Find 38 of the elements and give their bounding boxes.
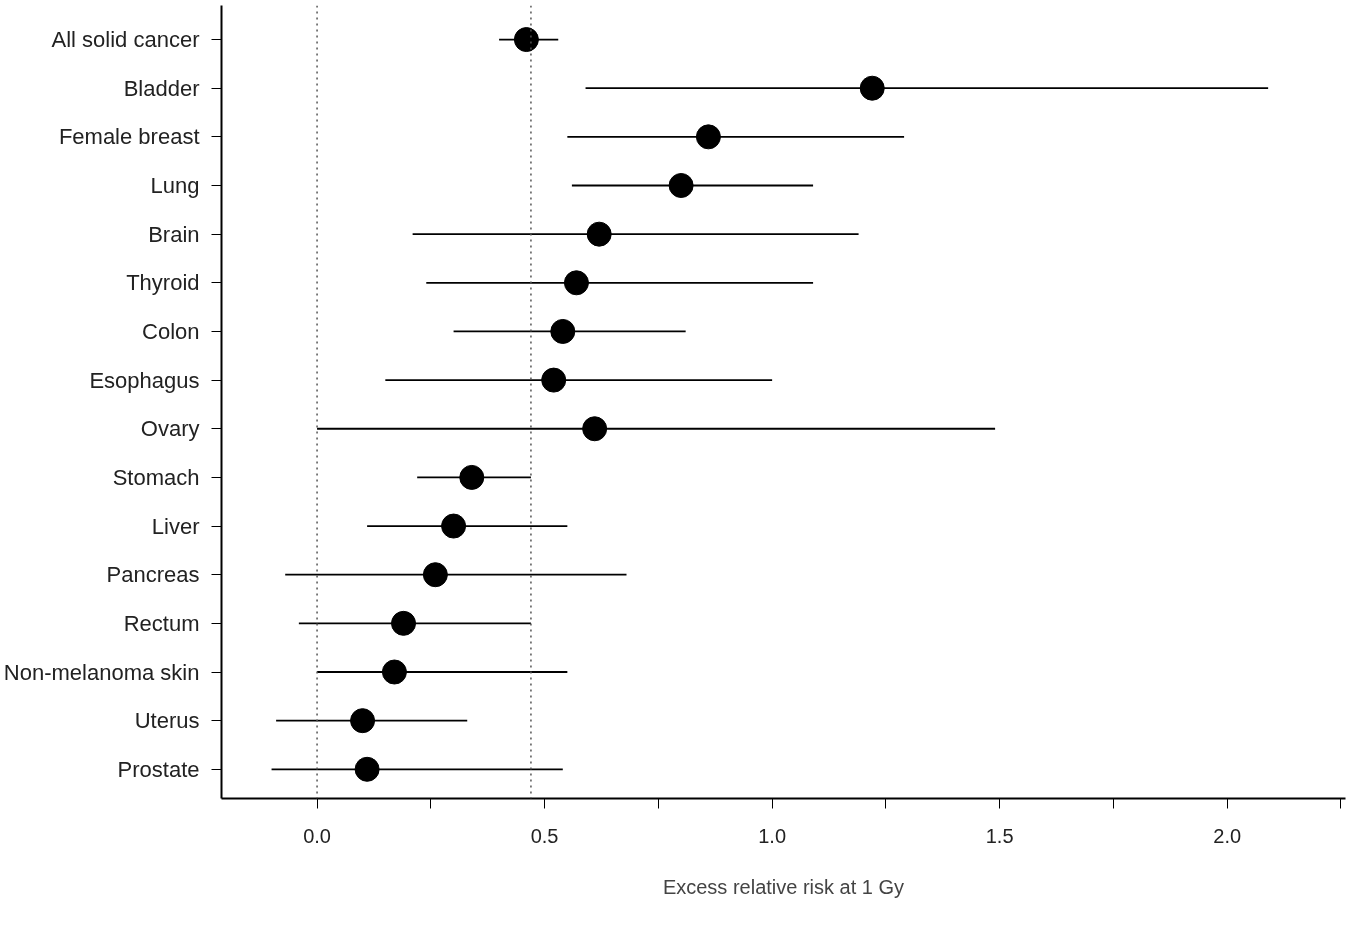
y-tick-label: Bladder [123,75,200,101]
y-tick-label: Pancreas [106,562,200,588]
y-tick-label: Uterus [134,708,200,734]
y-tick-label: Brain [148,221,200,247]
point [459,464,485,490]
point [582,416,608,442]
point [350,708,376,734]
point [668,173,694,198]
point [422,562,448,588]
y-tick-label: Lung [150,173,200,199]
point [541,367,567,393]
point [550,318,576,344]
point [381,659,407,685]
y-tick-label: Thyroid [126,270,200,296]
y-tick-label: All solid cancer [51,27,200,53]
y-tick-label: Liver [151,513,200,539]
y-tick-label: Colon [142,318,200,344]
point [563,270,589,296]
x-tick-label: 1.0 [758,824,787,847]
y-tick-label: Prostate [117,756,200,782]
x-tick-label: 0.5 [530,824,559,847]
point [695,124,721,150]
point [391,610,417,636]
x-axis-title: Excess relative risk at 1 Gy [662,875,905,898]
point [586,221,612,247]
y-tick-label: Rectum [123,610,200,636]
y-tick-label: Ovary [140,416,200,442]
point [354,756,380,782]
x-tick-label: 2.0 [1213,824,1242,847]
y-tick-label: Stomach [112,464,200,490]
y-tick-label: Esophagus [89,367,200,393]
x-tick-label: 0.0 [303,824,331,847]
y-tick-label: Non-melanoma skin [3,659,200,685]
y-tick-label: Female breast [58,124,200,150]
point [441,513,467,539]
point [859,75,885,101]
x-tick-label: 1.5 [985,824,1014,847]
point [513,27,539,53]
